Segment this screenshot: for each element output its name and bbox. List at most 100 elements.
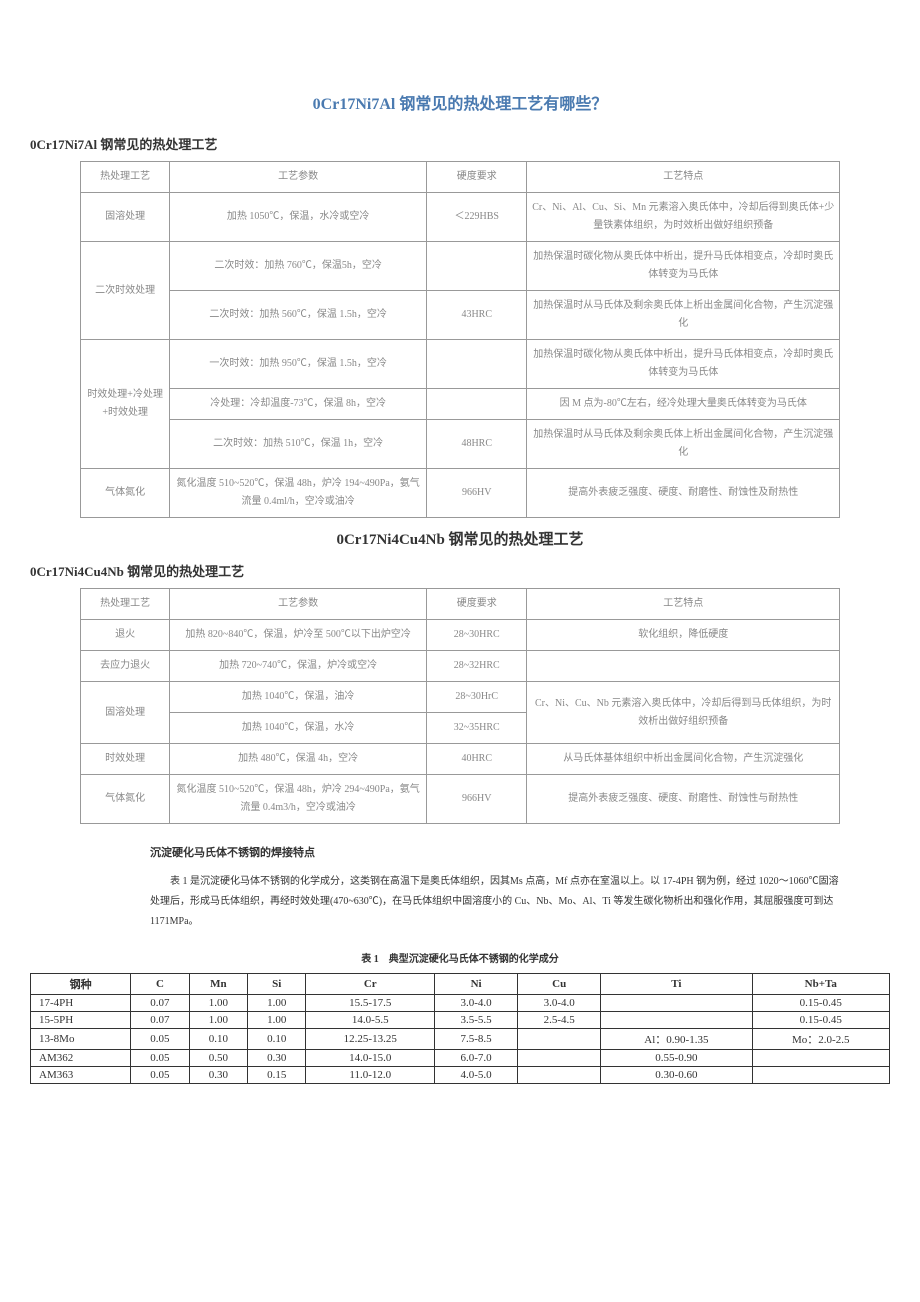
t3-header-cell: Ni [435, 974, 518, 995]
t3-cell: 0.05 [131, 1050, 189, 1067]
t3-cell: 1.00 [189, 995, 247, 1012]
t3-cell [752, 1050, 889, 1067]
t3-cell: 0.05 [131, 1067, 189, 1084]
cell-params: 加热 1050℃，保温，水冷或空冷 [170, 193, 427, 242]
t3-cell: 4.0-5.0 [435, 1067, 518, 1084]
t3-cell [518, 1029, 601, 1050]
t3-cell [601, 1012, 752, 1029]
cell-params: 加热 1040℃，保温，水冷 [170, 713, 427, 744]
cell-hardness: 40HRC [427, 744, 527, 775]
t3-cell: 0.15-0.45 [752, 995, 889, 1012]
t3-cell: 15-5PH [31, 1012, 131, 1029]
t3-cell: 3.5-5.5 [435, 1012, 518, 1029]
table-row: 二次时效：加热 510℃，保温 1h，空冷48HRC加热保温时从马氏体及剩余奥氏… [81, 420, 840, 469]
t3-cell: 15.5-17.5 [306, 995, 435, 1012]
t3-cell [601, 995, 752, 1012]
cell-features: 加热保温时从马氏体及剩余奥氏体上析出金属间化合物，产生沉淀强化 [527, 291, 840, 340]
cell-features: 因 M 点为-80℃左右，经冷处理大量奥氏体转变为马氏体 [527, 389, 840, 420]
t3-header-cell: Si [248, 974, 306, 995]
t1-h1: 工艺参数 [170, 162, 427, 193]
cell-process: 退火 [81, 620, 170, 651]
t3-cell: 0.15 [248, 1067, 306, 1084]
t1-h0: 热处理工艺 [81, 162, 170, 193]
t3-cell: 0.07 [131, 995, 189, 1012]
t3-cell: Al：0.90-1.35 [601, 1029, 752, 1050]
t2-h2: 硬度要求 [427, 589, 527, 620]
cell-params: 氮化温度 510~520℃，保温 48h，炉冷 194~490Pa，氨气流量 0… [170, 469, 427, 518]
table-2: 热处理工艺 工艺参数 硬度要求 工艺特点 退火加热 820~840℃，保温，炉冷… [80, 588, 840, 824]
t3-cell [752, 1067, 889, 1084]
cell-features: 提高外表疲乏强度、硬度、耐磨性、耐蚀性与耐热性 [527, 775, 840, 824]
cell-hardness: ＜229HBS [427, 193, 527, 242]
cell-process: 气体氮化 [81, 775, 170, 824]
cell-hardness: 28~32HRC [427, 651, 527, 682]
table-row: 去应力退火加热 720~740℃，保温，炉冷或空冷28~32HRC [81, 651, 840, 682]
cell-params: 二次时效：加热 560℃，保温 1.5h，空冷 [170, 291, 427, 340]
table-row: 13-8Mo0.050.100.1012.25-13.257.5-8.5Al：0… [31, 1029, 890, 1050]
cell-params: 加热 480℃，保温 4h，空冷 [170, 744, 427, 775]
t3-cell: 0.15-0.45 [752, 1012, 889, 1029]
cell-process: 时效处理 [81, 744, 170, 775]
t3-cell: 14.0-15.0 [306, 1050, 435, 1067]
table-row: 17-4PH0.071.001.0015.5-17.53.0-4.03.0-4.… [31, 995, 890, 1012]
t2-h1: 工艺参数 [170, 589, 427, 620]
cell-params: 一次时效：加热 950℃，保温 1.5h，空冷 [170, 340, 427, 389]
table-row: 气体氮化氮化温度 510~520℃，保温 48h，炉冷 294~490Pa，氨气… [81, 775, 840, 824]
cell-hardness: 32~35HRC [427, 713, 527, 744]
t3-cell: 3.0-4.0 [518, 995, 601, 1012]
t3-cell: 0.07 [131, 1012, 189, 1029]
t1-h3: 工艺特点 [527, 162, 840, 193]
table-row: 时效处理加热 480℃，保温 4h，空冷40HRC从马氏体基体组织中析出金属间化… [81, 744, 840, 775]
t3-cell: 1.00 [189, 1012, 247, 1029]
cell-hardness: 966HV [427, 469, 527, 518]
cell-features: 加热保温时从马氏体及剩余奥氏体上析出金属间化合物，产生沉淀强化 [527, 420, 840, 469]
t3-cell: 0.05 [131, 1029, 189, 1050]
t3-header-cell: Ti [601, 974, 752, 995]
t1-h2: 硬度要求 [427, 162, 527, 193]
table-row: 退火加热 820~840℃，保温，炉冷至 500℃以下出炉空冷28~30HRC软… [81, 620, 840, 651]
t3-cell: AM362 [31, 1050, 131, 1067]
t3-header-cell: C [131, 974, 189, 995]
section-heading: 沉淀硬化马氏体不锈钢的焊接特点 [150, 844, 890, 860]
cell-hardness [427, 242, 527, 291]
t3-cell: 14.0-5.5 [306, 1012, 435, 1029]
cell-process: 时效处理+冷处理+时效处理 [81, 340, 170, 469]
t3-cell [518, 1050, 601, 1067]
cell-params: 冷处理：冷却温度-73℃，保温 8h，空冷 [170, 389, 427, 420]
cell-hardness: 48HRC [427, 420, 527, 469]
cell-params: 加热 1040℃，保温，油冷 [170, 682, 427, 713]
cell-features: 提高外表疲乏强度、硬度、耐磨性、耐蚀性及耐热性 [527, 469, 840, 518]
t3-cell: 0.30 [189, 1067, 247, 1084]
cell-features [527, 651, 840, 682]
table-3-header-row: 钢种CMnSiCrNiCuTiNb+Ta [31, 974, 890, 995]
paragraph-1: 表 1 是沉淀硬化马体不锈钢的化学成分，这类钢在高温下是奥氏体组织，因其Ms 点… [150, 872, 840, 932]
cell-features: 从马氏体基体组织中析出金属间化合物，产生沉淀强化 [527, 744, 840, 775]
cell-process: 二次时效处理 [81, 242, 170, 340]
cell-hardness: 966HV [427, 775, 527, 824]
table-row: 二次时效：加热 560℃，保温 1.5h，空冷43HRC加热保温时从马氏体及剩余… [81, 291, 840, 340]
page-title-2: 0Cr17Ni4Cu4Nb 钢常见的热处理工艺 [30, 528, 890, 549]
t3-cell: 0.30 [248, 1050, 306, 1067]
t3-header-cell: Cr [306, 974, 435, 995]
table-row: 二次时效处理二次时效：加热 760℃，保温5h，空冷加热保温时碳化物从奥氏体中析… [81, 242, 840, 291]
table-row: AM3620.050.500.3014.0-15.06.0-7.00.55-0.… [31, 1050, 890, 1067]
t3-cell: 1.00 [248, 995, 306, 1012]
cell-features: Cr、Ni、Cu、Nb 元素溶入奥氏体中，冷却后得到马氏体组织，为时效析出做好组… [527, 682, 840, 744]
t3-cell: 1.00 [248, 1012, 306, 1029]
cell-features: 软化组织，降低硬度 [527, 620, 840, 651]
t3-cell: 2.5-4.5 [518, 1012, 601, 1029]
cell-process: 固溶处理 [81, 193, 170, 242]
t3-cell: AM363 [31, 1067, 131, 1084]
cell-params: 二次时效：加热 510℃，保温 1h，空冷 [170, 420, 427, 469]
cell-features: Cr、Ni、Al、Cu、Si、Mn 元素溶入奥氏体中，冷却后得到奥氏体+少量铁素… [527, 193, 840, 242]
cell-params: 氮化温度 510~520℃，保温 48h，炉冷 294~490Pa，氨气流量 0… [170, 775, 427, 824]
t3-cell: 12.25-13.25 [306, 1029, 435, 1050]
t3-cell: 0.30-0.60 [601, 1067, 752, 1084]
t3-header-cell: Cu [518, 974, 601, 995]
cell-features: 加热保温时碳化物从奥氏体中析出，提升马氏体相变点，冷却时奥氏体转变为马氏体 [527, 242, 840, 291]
cell-features: 加热保温时碳化物从奥氏体中析出，提升马氏体相变点，冷却时奥氏体转变为马氏体 [527, 340, 840, 389]
cell-hardness [427, 340, 527, 389]
table-row: AM3630.050.300.1511.0-12.04.0-5.0 0.30-0.… [31, 1067, 890, 1084]
cell-hardness: 28~30HRC [427, 620, 527, 651]
t3-cell: 11.0-12.0 [306, 1067, 435, 1084]
